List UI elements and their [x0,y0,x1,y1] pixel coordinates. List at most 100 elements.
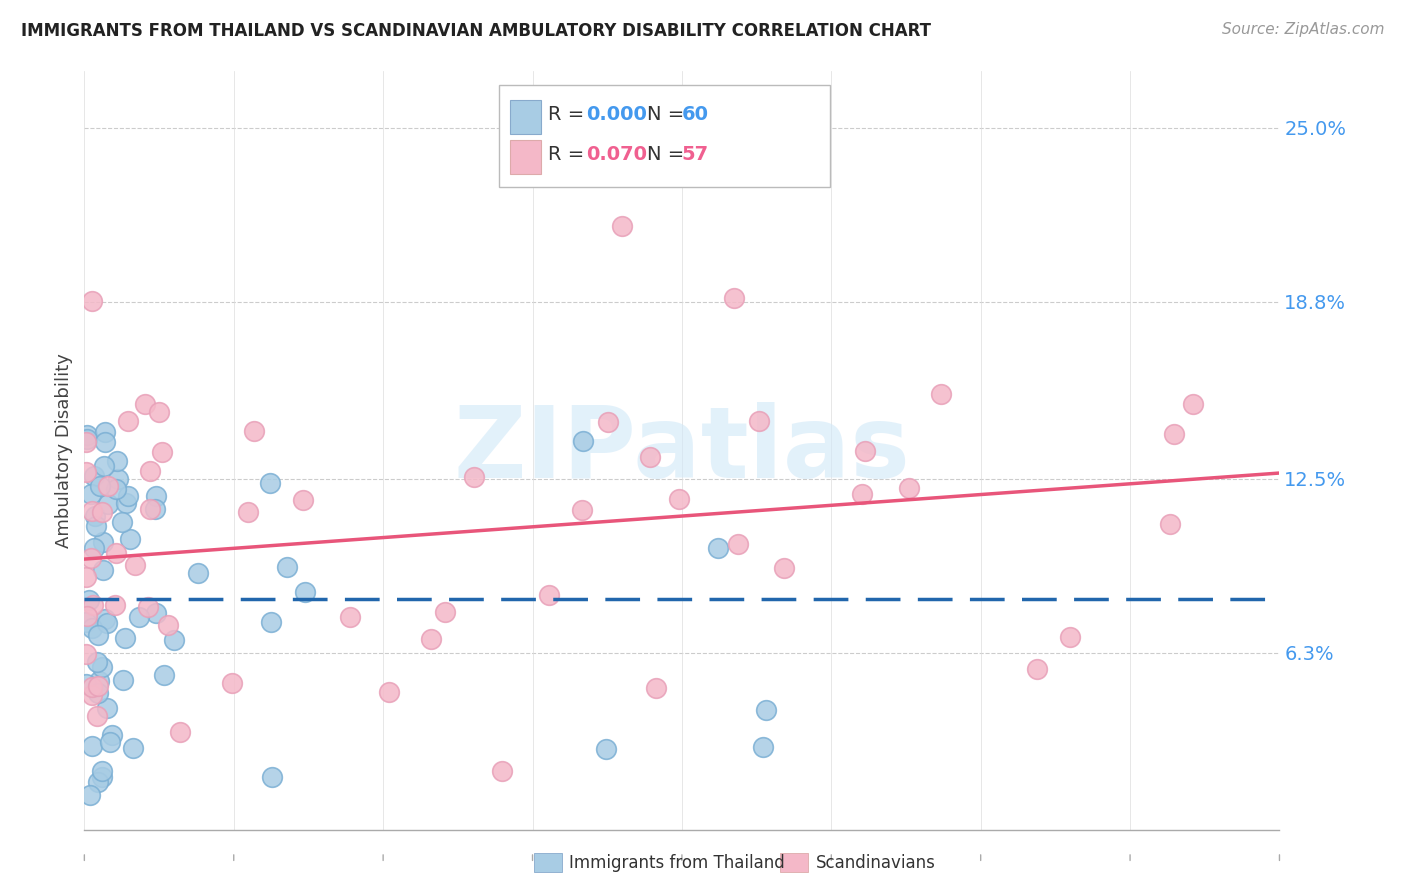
Point [82,598,104,612]
Point [150,445,173,459]
Text: 0.000: 0.000 [586,104,647,124]
Point [84,518,107,533]
Point [187,566,209,580]
Point [98,735,121,749]
Point [153,667,176,681]
Point [139,464,162,478]
Point [83,541,105,555]
Point [291,492,314,507]
Point [91,563,114,577]
Point [91,534,114,549]
Point [145,489,167,503]
Point [156,618,179,632]
Text: R =: R = [548,104,591,124]
Point [80,680,103,694]
Point [87,775,110,789]
Point [851,487,873,501]
Point [75,465,97,479]
Point [751,740,773,755]
Point [221,676,243,690]
Point [463,469,485,483]
Point [80,294,103,309]
Point [91,764,114,779]
Point [419,632,441,646]
Point [83,469,105,483]
Text: IMMIGRANTS FROM THAILAND VS SCANDINAVIAN AMBULATORY DISABILITY CORRELATION CHART: IMMIGRANTS FROM THAILAND VS SCANDINAVIAN… [21,22,931,40]
Point [1182,397,1205,411]
Text: Source: ZipAtlas.com: Source: ZipAtlas.com [1222,22,1385,37]
Point [276,560,298,574]
Text: R =: R = [548,145,591,164]
Point [128,610,150,624]
Point [79,788,101,802]
Point [169,724,191,739]
Point [117,489,139,503]
Point [76,428,98,442]
Point [122,740,145,755]
Point [89,479,111,493]
Text: 0.070: 0.070 [586,145,647,164]
Point [107,471,129,485]
Point [853,443,876,458]
Point [77,592,100,607]
Point [117,414,139,428]
Point [612,219,634,233]
Point [87,628,110,642]
Point [339,609,361,624]
Point [80,504,103,518]
Point [163,633,186,648]
Point [1026,663,1049,677]
Point [82,621,104,635]
Point [294,585,316,599]
Point [76,432,98,446]
Point [238,505,260,519]
Point [755,703,778,717]
Text: 57: 57 [682,145,709,164]
Point [91,505,114,519]
Y-axis label: Ambulatory Disability: Ambulatory Disability [55,353,73,548]
Point [537,588,560,602]
Point [75,434,97,449]
Point [260,770,283,784]
Point [86,655,108,669]
Point [145,607,167,621]
Point [87,686,110,700]
Point [86,709,108,723]
Point [94,611,117,625]
Point [727,537,749,551]
Point [929,387,952,401]
Point [90,771,112,785]
Point [596,415,619,429]
Point [1159,517,1181,532]
Text: N =: N = [647,145,690,164]
Point [114,632,136,646]
Text: Scandinavians: Scandinavians [815,854,935,871]
Point [96,615,118,630]
Point [491,764,513,778]
Point [93,434,115,449]
Point [707,541,730,555]
Point [83,509,105,524]
Point [94,425,117,439]
Point [75,615,97,629]
Point [105,546,128,560]
Point [571,434,593,448]
Point [80,739,103,753]
Point [80,551,103,566]
Point [97,479,120,493]
Point [75,647,97,661]
Point [75,570,97,584]
Point [897,481,920,495]
Point [124,558,146,572]
Point [259,476,281,491]
Point [114,495,136,509]
Point [91,660,114,674]
Point [97,497,120,511]
Point [80,688,103,702]
Point [723,292,745,306]
Point [1163,427,1185,442]
Point [111,515,134,529]
Text: ZIPatlas: ZIPatlas [454,402,910,499]
Point [378,685,401,699]
Point [76,609,98,624]
